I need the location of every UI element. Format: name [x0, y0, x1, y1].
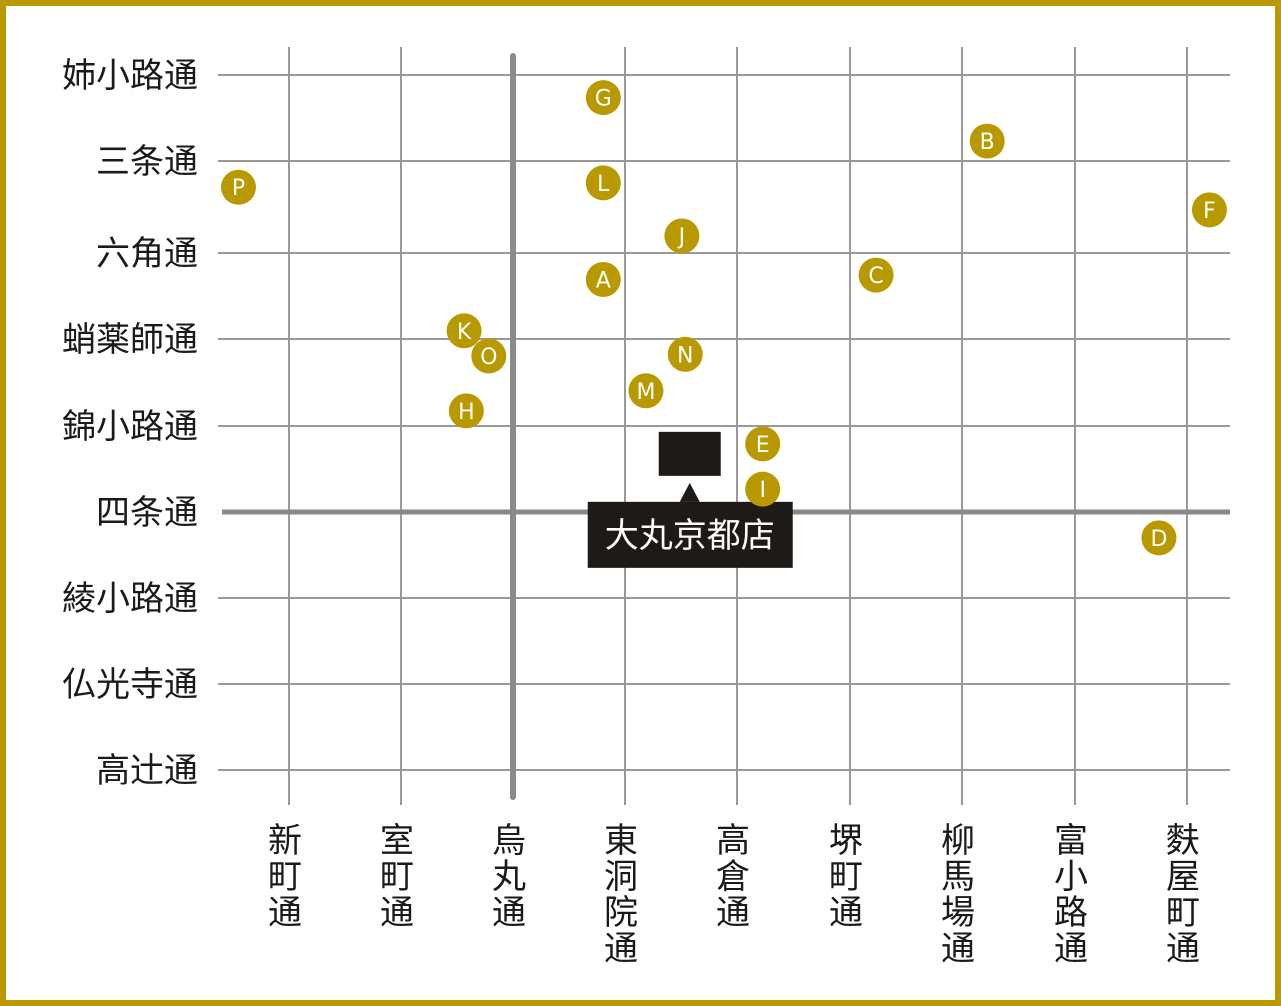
marker-circle: [969, 123, 1005, 159]
marker-circle: [220, 169, 256, 205]
marker-f[interactable]: F: [1191, 192, 1227, 228]
street-label-nishikikoji: 錦小路通: [62, 407, 198, 447]
marker-circle: [1141, 520, 1177, 556]
marker-n[interactable]: N: [667, 336, 703, 372]
street-label-yanaginobamba: 柳馬場通: [941, 821, 975, 969]
marker-letter: L: [597, 172, 610, 197]
marker-circle: [471, 338, 507, 374]
marker-d[interactable]: D: [1141, 520, 1177, 556]
marker-a[interactable]: A: [585, 261, 621, 297]
marker-circle: [585, 261, 621, 297]
marker-j[interactable]: J: [664, 218, 700, 254]
north-south-street-labels: 新町通 室町通 烏丸通 東洞院通 高倉通 堺町通 柳馬場通 富小路通 麩屋町通: [268, 821, 1200, 969]
marker-i[interactable]: I: [745, 471, 781, 507]
street-label-sakaimachi: 堺町通: [829, 821, 863, 933]
marker-k[interactable]: K: [446, 313, 482, 349]
marker-b[interactable]: B: [969, 123, 1005, 159]
marker-letter: D: [1150, 527, 1167, 552]
location-markers: A B C D E F G H I J K L MN O P: [220, 80, 1227, 556]
street-label-takoyakushi: 蛸薬師通: [62, 320, 198, 360]
marker-m[interactable]: M: [628, 373, 664, 409]
street-grid: [218, 47, 1230, 805]
marker-circle: [585, 80, 621, 116]
marker-circle: [448, 393, 484, 429]
marker-circle: [667, 336, 703, 372]
marker-l[interactable]: L: [585, 165, 621, 201]
street-label-karasuma: 烏丸通: [492, 821, 526, 933]
store-pointer: [679, 482, 700, 502]
marker-o[interactable]: O: [471, 338, 507, 374]
marker-circle: [446, 313, 482, 349]
daimaru-kyoto-store[interactable]: 大丸京都店: [587, 431, 793, 568]
marker-circle: [585, 165, 621, 201]
marker-letter: A: [596, 268, 611, 293]
marker-letter: N: [677, 343, 693, 368]
street-label-fuyacho: 麩屋町通: [1166, 821, 1200, 969]
street-label-shinmachi: 新町通: [268, 821, 302, 933]
street-label-takakura: 高倉通: [716, 821, 750, 933]
marker-h[interactable]: H: [448, 393, 484, 429]
store-building: [658, 431, 721, 476]
street-label-takatsuji: 高辻通: [96, 751, 198, 791]
street-label-shijo: 四条通: [96, 493, 198, 533]
marker-letter: P: [232, 176, 245, 201]
street-label-rokkaku: 六角通: [96, 234, 198, 274]
marker-letter: C: [868, 264, 883, 289]
marker-letter: M: [636, 380, 655, 405]
marker-letter: F: [1203, 199, 1216, 224]
street-label-aneyakoji: 姉小路通: [62, 56, 198, 96]
marker-letter: H: [458, 400, 475, 425]
street-label-ayanokoji: 綾小路通: [62, 579, 198, 619]
marker-letter: B: [980, 130, 995, 155]
marker-e[interactable]: E: [745, 426, 781, 462]
marker-circle: [858, 257, 894, 293]
street-label-higashinotoin: 東洞院通: [604, 821, 638, 969]
marker-letter: J: [677, 225, 686, 250]
marker-letter: K: [457, 320, 472, 345]
marker-letter: O: [480, 345, 497, 370]
store-label-box: [587, 501, 793, 568]
street-label-sanjo: 三条通: [96, 142, 198, 182]
marker-letter: G: [595, 87, 612, 112]
street-label-muromachi: 室町通: [380, 821, 414, 933]
marker-letter: I: [759, 478, 766, 503]
street-label-tominokoji: 富小路通: [1054, 821, 1088, 969]
marker-circle: [745, 426, 781, 462]
marker-p[interactable]: P: [220, 169, 256, 205]
street-label-bukkoji: 仏光寺通: [62, 665, 198, 705]
marker-c[interactable]: C: [858, 257, 894, 293]
store-label: 大丸京都店: [605, 516, 775, 556]
marker-letter: E: [756, 433, 770, 458]
marker-circle: [628, 373, 664, 409]
marker-circle: [745, 471, 781, 507]
marker-g[interactable]: G: [585, 80, 621, 116]
marker-circle: [1191, 192, 1227, 228]
marker-circle: [664, 218, 700, 254]
